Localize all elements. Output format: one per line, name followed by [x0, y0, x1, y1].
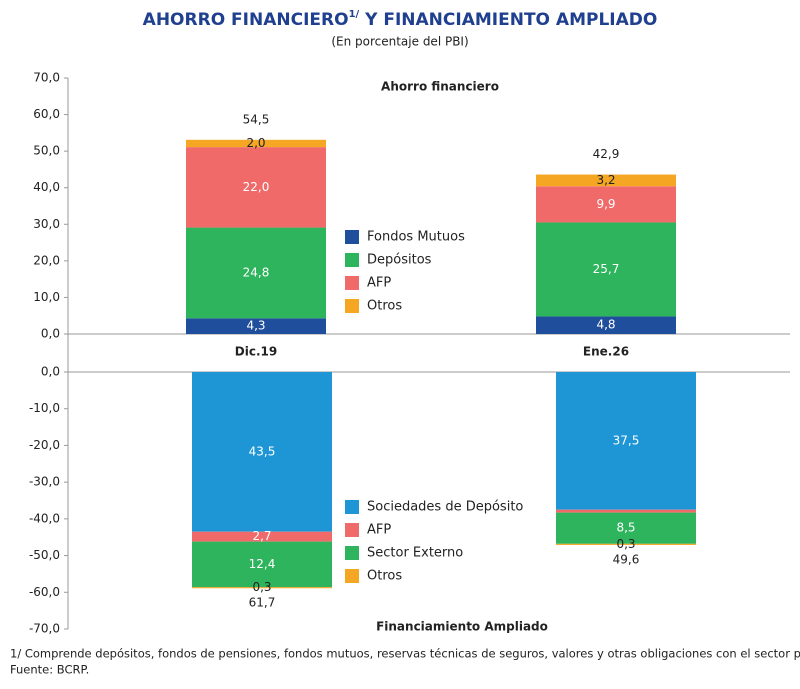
data-label: 0,3	[616, 537, 635, 551]
bar-segment	[556, 372, 696, 510]
y-tick-label: -30,0	[29, 475, 60, 489]
y-tick-label: 60,0	[33, 107, 60, 121]
bar-segment	[192, 372, 332, 532]
total-label: 42,9	[593, 147, 620, 161]
title-rest: Y FINANCIAMIENTO AMPLIADO	[359, 10, 657, 30]
legend-label: Sector Externo	[367, 546, 463, 561]
bar-segment	[536, 186, 676, 223]
data-label: 0,3	[252, 580, 271, 594]
legend-swatch	[345, 500, 359, 514]
bar-segment	[186, 318, 326, 334]
data-label: 9,9	[596, 197, 615, 211]
y-tick-label: 20,0	[33, 253, 60, 267]
y-tick-label: -50,0	[29, 548, 60, 562]
legend-label: Otros	[367, 569, 402, 584]
legend-swatch	[345, 299, 359, 313]
y-tick-label: 70,0	[33, 71, 60, 85]
footnote: 1/ Comprende depósitos, fondos de pensio…	[10, 647, 800, 661]
y-tick-label: -60,0	[29, 585, 60, 599]
data-label: 24,8	[243, 265, 270, 279]
bar-segment	[536, 316, 676, 334]
data-label: 8,5	[616, 521, 635, 535]
legend-label: Sociedades de Depósito	[367, 500, 523, 515]
legend-swatch	[345, 253, 359, 267]
panel-title: Ahorro financiero	[381, 80, 499, 94]
legend-swatch	[345, 230, 359, 244]
y-tick-label: 0,0	[41, 327, 60, 341]
y-tick-label: 10,0	[33, 290, 60, 304]
bar-segment	[556, 543, 696, 545]
total-label: 61,7	[249, 596, 276, 610]
bar-segment	[536, 222, 676, 317]
bar-segment	[186, 139, 326, 148]
data-label: 2,7	[252, 529, 271, 543]
legend-label: Depósitos	[367, 253, 432, 268]
y-tick-label: -40,0	[29, 511, 60, 525]
legend-label: Otros	[367, 299, 402, 314]
source: Fuente: BCRP.	[10, 663, 89, 677]
legend-label: AFP	[367, 276, 391, 291]
bar-segment	[556, 512, 696, 544]
y-tick-label: 40,0	[33, 180, 60, 194]
total-label: 54,5	[243, 112, 270, 126]
legend-label: Fondos Mutuos	[367, 230, 465, 245]
legend-swatch	[345, 276, 359, 290]
y-tick-label: 50,0	[33, 144, 60, 158]
data-label: 3,2	[596, 173, 615, 187]
y-tick-label: 30,0	[33, 217, 60, 231]
legend-label: AFP	[367, 523, 391, 538]
y-tick-label: -70,0	[29, 622, 60, 636]
bar-segment	[192, 541, 332, 588]
data-label: 22,0	[243, 180, 270, 194]
x-tick-label: Dic.19	[235, 345, 277, 359]
bar-segment	[186, 147, 326, 228]
y-tick-label: -20,0	[29, 438, 60, 452]
data-label: 4,3	[246, 319, 265, 333]
bar-segment	[192, 587, 332, 589]
data-label: 2,0	[246, 136, 265, 150]
bar-segment	[556, 509, 696, 513]
total-label: 49,6	[613, 552, 640, 566]
legend-swatch	[345, 523, 359, 537]
y-tick-label: 0,0	[41, 365, 60, 379]
title-main: AHORRO FINANCIERO	[143, 10, 349, 30]
y-tick-label: -10,0	[29, 401, 60, 415]
data-label: 43,5	[249, 444, 276, 458]
bar-segment	[186, 227, 326, 319]
data-label: 37,5	[613, 433, 640, 447]
chart-title: AHORRO FINANCIERO1/ Y FINANCIAMIENTO AMP…	[143, 9, 658, 30]
data-label: 4,8	[596, 318, 615, 332]
data-label: 12,4	[249, 557, 276, 571]
chart-subtitle: (En porcentaje del PBI)	[331, 35, 468, 49]
data-label: 25,7	[593, 262, 620, 276]
title-superscript: 1/	[349, 9, 360, 20]
x-tick-label: Ene.26	[583, 345, 629, 359]
legend-swatch	[345, 569, 359, 583]
bar-segment	[536, 174, 676, 187]
legend-swatch	[345, 546, 359, 560]
bar-segment	[192, 531, 332, 542]
panel-title: Financiamiento Ampliado	[376, 620, 548, 634]
